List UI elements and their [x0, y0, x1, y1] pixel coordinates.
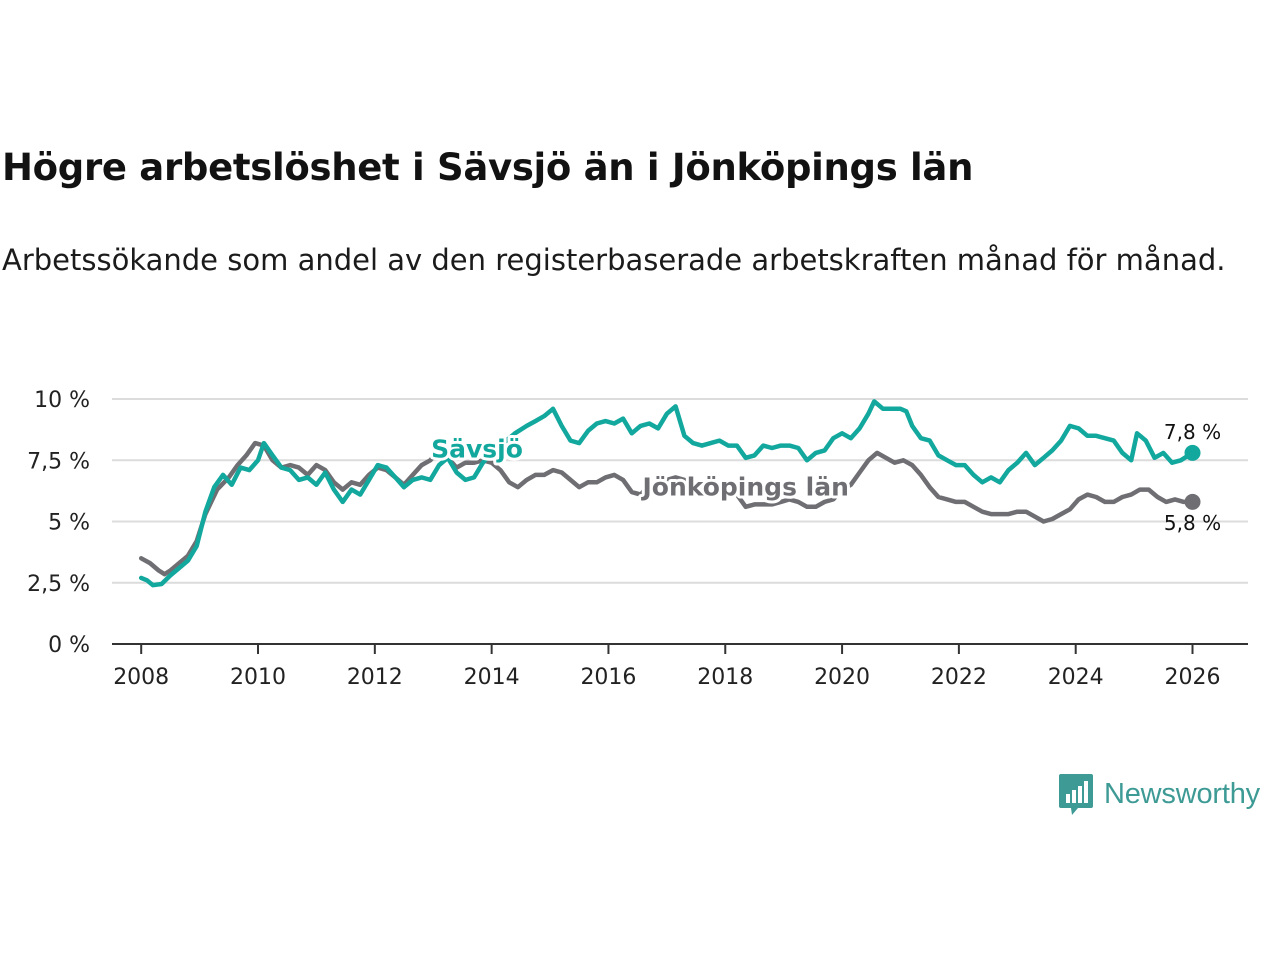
- x-tick-label: 2012: [347, 665, 403, 690]
- y-tick-label: 10 %: [34, 388, 90, 413]
- x-tick-label: 2010: [230, 665, 286, 690]
- newsworthy-brand[interactable]: Newsworthy: [1058, 772, 1260, 816]
- x-tick-label: 2026: [1165, 665, 1221, 690]
- end-point-savsjo: [1184, 444, 1201, 461]
- x-tick-label: 2008: [113, 665, 169, 690]
- x-tick-label: 2018: [697, 665, 753, 690]
- y-tick-label: 0 %: [48, 633, 90, 658]
- x-tick-label: 2024: [1048, 665, 1104, 690]
- x-tick-label: 2020: [814, 665, 870, 690]
- y-tick-label: 5 %: [48, 511, 90, 536]
- x-tick-label: 2016: [580, 665, 636, 690]
- end-point-jonkopings-lan: [1184, 493, 1201, 510]
- x-tick-label: 2014: [464, 665, 520, 690]
- chart-subtitle: Arbetssökande som andel av den registerb…: [2, 243, 1226, 277]
- series-line-savsjo: [138, 399, 1195, 588]
- brand-name: Newsworthy: [1104, 777, 1260, 810]
- end-value-label-savsjo: 7,8 %: [1164, 420, 1221, 444]
- series-label-savsjo: Sävsjö: [431, 434, 523, 463]
- chart-title: Högre arbetslöshet i Sävsjö än i Jönköpi…: [2, 146, 974, 189]
- end-value-label-jonkopings-lan: 5,8 %: [1164, 511, 1221, 535]
- y-tick-label: 2,5 %: [27, 572, 90, 597]
- series-label-jonkopings-lan: Jönköpings län: [641, 472, 849, 501]
- series-line-jonkopings-lan: [138, 440, 1195, 577]
- x-tick-label: 2022: [931, 665, 987, 690]
- newsworthy-logo-icon: [1059, 774, 1093, 815]
- y-tick-label: 7,5 %: [27, 449, 90, 474]
